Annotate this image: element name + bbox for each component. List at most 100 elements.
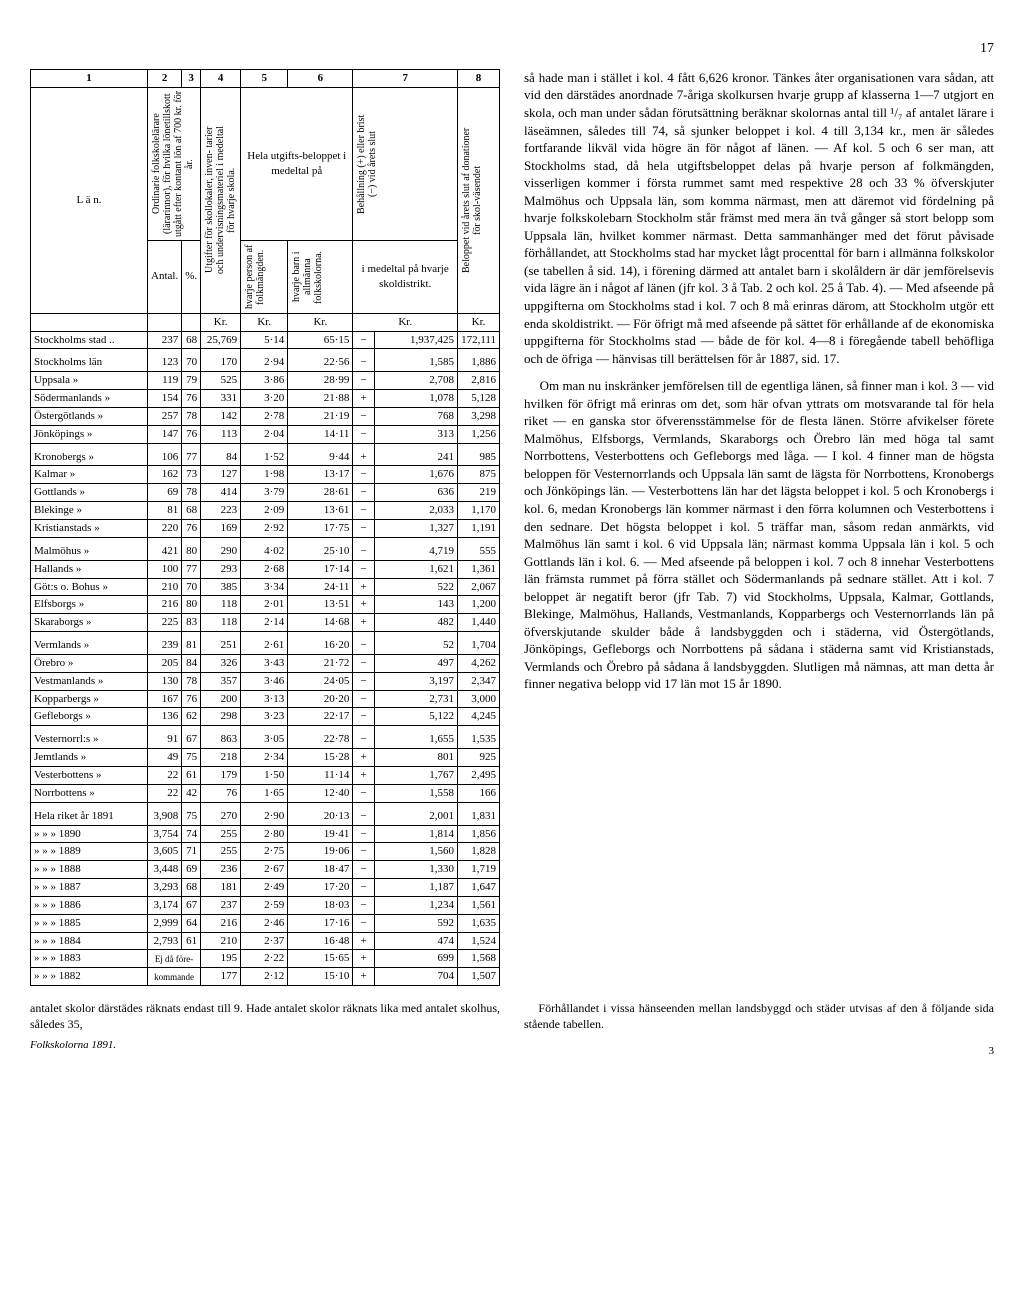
cell: 68 xyxy=(182,502,201,520)
cell: 704 xyxy=(374,968,457,986)
cell: 255 xyxy=(201,825,241,843)
table-row: » » » 18873,293681812·4917·20−1,1871,647 xyxy=(31,879,500,897)
cell: 113 xyxy=(201,425,241,443)
cell: 1,234 xyxy=(374,896,457,914)
cell: 2,708 xyxy=(374,372,457,390)
cell: Kalmar » xyxy=(31,466,148,484)
cell: Stockholms stad .. xyxy=(31,331,148,349)
cell: 80 xyxy=(182,596,201,614)
cell: 2,495 xyxy=(458,766,500,784)
table-row: Jönköpings »147761132·0414·11−3131,256 xyxy=(31,425,500,443)
cell: 255 xyxy=(201,843,241,861)
cell: 357 xyxy=(201,672,241,690)
table-row: » » » 1883Ej då före-1952·2215·65+6991,5… xyxy=(31,950,500,968)
cell: 83 xyxy=(182,614,201,632)
cell: − xyxy=(353,537,375,560)
cell: − xyxy=(353,349,375,372)
cell: 100 xyxy=(148,560,182,578)
cell: 91 xyxy=(148,726,182,749)
cell: 2·46 xyxy=(241,914,288,932)
cell: 1,170 xyxy=(458,502,500,520)
table-row: Uppsala »119795253·8628·99−2,7082,816 xyxy=(31,372,500,390)
footer-right-text: Förhållandet i vissa hänseenden mellan l… xyxy=(524,1000,994,1032)
page-layout: 1 2 3 4 5 6 7 8 L ä n. Ordinarie folksko… xyxy=(30,69,994,986)
cell: 414 xyxy=(201,484,241,502)
cell: 2·94 xyxy=(241,349,288,372)
col8-label: Beloppet vid årets slut af donationer fö… xyxy=(461,125,483,275)
cell: 1,361 xyxy=(458,560,500,578)
col2a-label: Antal. xyxy=(148,240,182,313)
cell: 497 xyxy=(374,654,457,672)
cell: 220 xyxy=(148,520,182,538)
cell: 17·75 xyxy=(288,520,353,538)
col-num-4: 4 xyxy=(201,69,241,87)
cell: 1,828 xyxy=(458,843,500,861)
cell: 9·44 xyxy=(288,443,353,466)
cell: 71 xyxy=(182,843,201,861)
col7-top: Behållning (+) eller brist (−) vid årets… xyxy=(356,109,378,219)
cell: − xyxy=(353,520,375,538)
cell: 84 xyxy=(201,443,241,466)
cell: + xyxy=(353,968,375,986)
cell: 313 xyxy=(374,425,457,443)
table-row: Kronobergs »10677841·529·44+241985 xyxy=(31,443,500,466)
cell: 1,330 xyxy=(374,861,457,879)
cell: 28·99 xyxy=(288,372,353,390)
col-num-7: 7 xyxy=(353,69,458,87)
cell: 70 xyxy=(182,349,201,372)
cell: 75 xyxy=(182,749,201,767)
cell: Östergötlands » xyxy=(31,407,148,425)
cell: 5,128 xyxy=(458,390,500,408)
cell: 123 xyxy=(148,349,182,372)
cell: 106 xyxy=(148,443,182,466)
cell: − xyxy=(353,466,375,484)
cell: 3,908 xyxy=(148,802,182,825)
cell: 1,814 xyxy=(374,825,457,843)
table-row: Vestmanlands »130783573·4624·05−3,1972,3… xyxy=(31,672,500,690)
cell: 1,507 xyxy=(458,968,500,986)
table-column: 1 2 3 4 5 6 7 8 L ä n. Ordinarie folksko… xyxy=(30,69,500,986)
cell: 257 xyxy=(148,407,182,425)
cell: − xyxy=(353,425,375,443)
cell: 2·67 xyxy=(241,861,288,879)
cell: 81 xyxy=(182,632,201,655)
table-row: » » » 1882kommande1772·1215·10+7041,507 xyxy=(31,968,500,986)
cell: 76 xyxy=(182,425,201,443)
col56-top: Hela utgifts-beloppet i medeltal på xyxy=(241,87,353,240)
table-row: Stockholms län123701702·9422·56−1,5851,8… xyxy=(31,349,500,372)
cell: 64 xyxy=(182,914,201,932)
col1-label: L ä n. xyxy=(31,87,148,313)
cell: 13·51 xyxy=(288,596,353,614)
cell: 18·47 xyxy=(288,861,353,879)
column-number-row: 1 2 3 4 5 6 7 8 xyxy=(31,69,500,87)
cell: 1,647 xyxy=(458,879,500,897)
cell: 4·02 xyxy=(241,537,288,560)
cell: 1,560 xyxy=(374,843,457,861)
cell: 13·17 xyxy=(288,466,353,484)
cell: 251 xyxy=(201,632,241,655)
cell: 2,347 xyxy=(458,672,500,690)
cell: 68 xyxy=(182,331,201,349)
folio-number: 3 xyxy=(524,1044,994,1059)
cell: 1,719 xyxy=(458,861,500,879)
cell: Södermanlands » xyxy=(31,390,148,408)
table-row: Örebro »205843263·4321·72−4974,262 xyxy=(31,654,500,672)
cell: 3·23 xyxy=(241,708,288,726)
cell: 3·46 xyxy=(241,672,288,690)
cell: 2·61 xyxy=(241,632,288,655)
cell: 169 xyxy=(201,520,241,538)
col7-sub: i medeltal på hvarje skoldistrikt. xyxy=(353,240,458,313)
col6-label: hvarje barn i allmänna folkskolorna. xyxy=(291,242,324,312)
cell: 1,676 xyxy=(374,466,457,484)
cell: 12·40 xyxy=(288,784,353,802)
cell: 143 xyxy=(374,596,457,614)
unit-kr-4: Kr. xyxy=(201,313,241,331)
cell: 2,816 xyxy=(458,372,500,390)
cell: 2·80 xyxy=(241,825,288,843)
cell: 768 xyxy=(374,407,457,425)
cell: » » » 1889 xyxy=(31,843,148,861)
cell: 2,731 xyxy=(374,690,457,708)
cell: 1,535 xyxy=(458,726,500,749)
cell: 2·01 xyxy=(241,596,288,614)
cell: − xyxy=(353,914,375,932)
